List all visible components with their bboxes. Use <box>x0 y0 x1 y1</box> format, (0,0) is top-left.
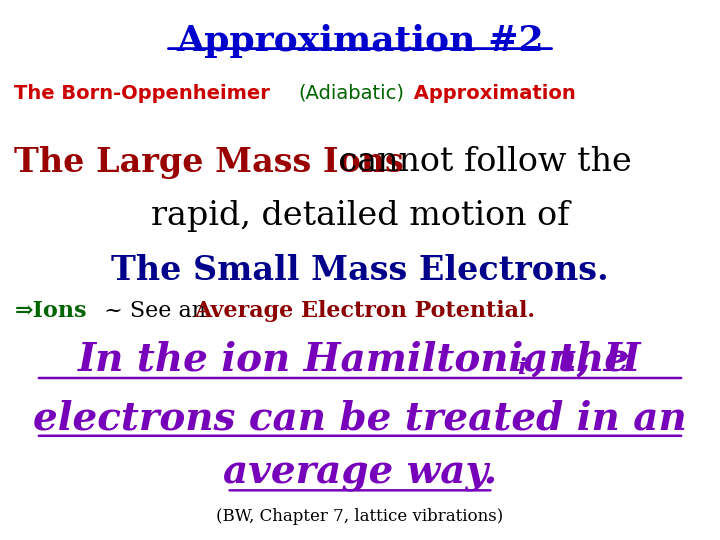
Text: average way.: average way. <box>223 454 497 491</box>
Text: Approximation #2: Approximation #2 <box>176 24 544 58</box>
Text: rapid, detailed motion of: rapid, detailed motion of <box>150 200 570 232</box>
Text: The Born-Oppenheimer: The Born-Oppenheimer <box>14 84 277 103</box>
Text: i: i <box>517 357 526 380</box>
Text: cannot follow the: cannot follow the <box>328 146 631 178</box>
Text: The Large Mass Ions: The Large Mass Ions <box>14 146 404 179</box>
Text: ~ See an: ~ See an <box>97 300 213 322</box>
Text: In the ion Hamiltonian, H: In the ion Hamiltonian, H <box>78 340 642 378</box>
Text: Average Electron Potential.: Average Electron Potential. <box>194 300 536 322</box>
Text: ⇒Ions: ⇒Ions <box>14 300 87 322</box>
Text: , the: , the <box>531 340 629 378</box>
Text: Approximation: Approximation <box>407 84 575 103</box>
Text: The Small Mass Electrons.: The Small Mass Electrons. <box>111 254 609 287</box>
Text: (BW, Chapter 7, lattice vibrations): (BW, Chapter 7, lattice vibrations) <box>217 508 503 524</box>
Text: electrons can be treated in an: electrons can be treated in an <box>33 400 687 437</box>
Text: (Adiabatic): (Adiabatic) <box>299 84 405 103</box>
